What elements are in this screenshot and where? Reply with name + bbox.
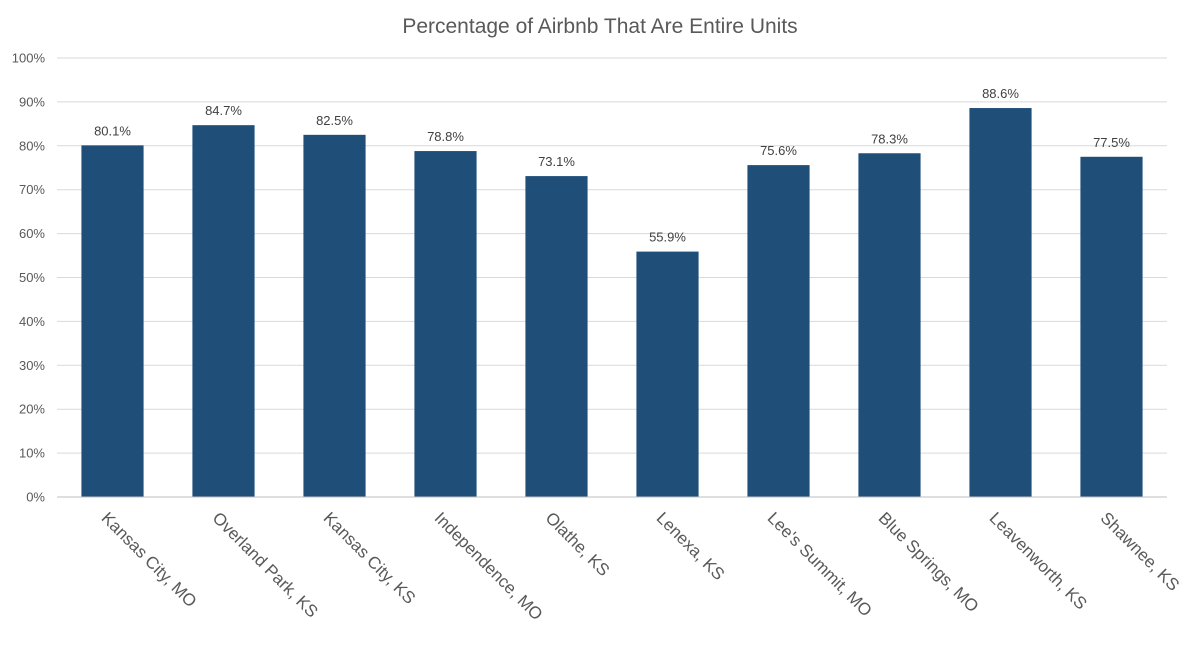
y-tick-label: 90%: [19, 94, 45, 109]
data-label: 78.3%: [871, 131, 908, 146]
y-tick-label: 70%: [19, 182, 45, 197]
x-tick-label: Leavenworth, KS: [986, 508, 1091, 613]
data-label: 80.1%: [94, 123, 131, 138]
x-tick-label: Independence, MO: [431, 508, 547, 624]
x-tick-label: Lee's Summit, MO: [764, 508, 876, 620]
bar: [636, 251, 699, 497]
bar: [81, 145, 144, 497]
bar: [192, 125, 255, 498]
x-tick-label: Kansas City, KS: [320, 508, 419, 607]
data-label: 78.8%: [427, 129, 464, 144]
bar: [303, 134, 366, 497]
y-tick-label: 100%: [12, 51, 46, 66]
data-labels: 80.1% 84.7% 82.5% 78.8% 73.1% 55.9% 75.6% 78.3%…: [94, 86, 1130, 245]
y-axis-tick-labels: 0% 10% 20% 30% 40% 50% 60% 70% 80% 90% 100%: [12, 51, 46, 505]
x-tick-label: Blue Springs, MO: [875, 508, 983, 616]
data-label: 84.7%: [205, 103, 242, 118]
bar: [969, 108, 1032, 498]
bar: [525, 176, 588, 497]
x-tick-label: Shawnee, KS: [1097, 508, 1183, 594]
x-tick-label: Kansas City, MO: [98, 508, 201, 611]
x-tick-label: Olathe, KS: [542, 508, 614, 580]
y-tick-label: 30%: [19, 358, 45, 373]
bars: [81, 108, 1143, 498]
bar: [747, 165, 810, 497]
data-label: 73.1%: [538, 154, 575, 169]
y-tick-label: 80%: [19, 138, 45, 153]
y-tick-label: 40%: [19, 314, 45, 329]
y-tick-label: 10%: [19, 446, 45, 461]
y-tick-label: 60%: [19, 226, 45, 241]
bar: [414, 151, 477, 497]
y-tick-label: 50%: [19, 270, 45, 285]
bar: [1080, 156, 1143, 497]
x-tick-label: Overland Park, KS: [209, 508, 322, 621]
data-label: 55.9%: [649, 230, 686, 245]
data-label: 88.6%: [982, 86, 1019, 101]
data-label: 77.5%: [1093, 135, 1130, 150]
y-tick-label: 20%: [19, 402, 45, 417]
x-tick-label: Lenexa, KS: [653, 508, 729, 584]
data-label: 75.6%: [760, 143, 797, 158]
data-label: 82.5%: [316, 113, 353, 128]
y-tick-label: 0%: [26, 490, 45, 505]
bar: [858, 153, 921, 497]
chart-title: Percentage of Airbnb That Are Entire Uni…: [402, 15, 797, 38]
